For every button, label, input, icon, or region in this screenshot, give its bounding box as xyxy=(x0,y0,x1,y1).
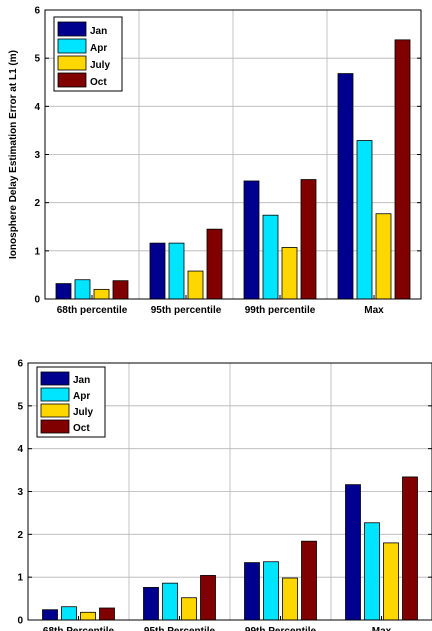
legend-swatch-july xyxy=(57,55,87,71)
chart-top: 0 1 2 3 4 5 6 68th percentile 95th percentile 99t… xyxy=(8,6,422,316)
y-tick-label: 4 xyxy=(34,102,40,113)
x-tick-label: 99th percentile xyxy=(245,305,316,316)
legend-swatch-jan xyxy=(57,21,87,37)
bar-apr-2 xyxy=(262,214,279,300)
bar-oct-1 xyxy=(200,575,216,621)
bar-july-0 xyxy=(80,611,96,621)
bar-apr-1 xyxy=(162,582,178,621)
y-tick-label: 2 xyxy=(17,530,23,541)
bar-july-2 xyxy=(281,247,298,300)
bar-jan-0 xyxy=(55,283,72,300)
bar-apr-1 xyxy=(168,242,185,300)
bar-jan-2 xyxy=(244,562,260,621)
bar-apr-3 xyxy=(364,522,380,621)
bar-apr-0 xyxy=(61,606,77,621)
legend-label-jan: Jan xyxy=(90,26,107,37)
y-tick-label: 4 xyxy=(17,444,23,455)
legend-swatch-apr xyxy=(40,387,70,402)
bar-oct-2 xyxy=(301,540,317,621)
x-tick-label: 99th Percentile xyxy=(245,626,317,631)
y-tick-label: 5 xyxy=(34,54,40,65)
legend-swatch-apr xyxy=(57,38,87,54)
bar-july-2 xyxy=(282,577,298,621)
legend-label-july: July xyxy=(73,407,93,418)
bar-july-1 xyxy=(187,270,204,300)
bar-apr-2 xyxy=(263,561,279,621)
x-tick-label: 68th percentile xyxy=(57,305,128,316)
bar-oct-3 xyxy=(402,476,418,621)
x-tick-label: 95th Percentile xyxy=(144,626,216,631)
bar-jan-2 xyxy=(243,180,260,300)
bar-oct-1 xyxy=(206,228,223,300)
y-tick-label: 6 xyxy=(34,6,40,17)
y-tick-label: 0 xyxy=(34,295,40,306)
y-tick-label: 1 xyxy=(34,246,40,257)
legend: Jan Apr July Oct xyxy=(53,16,123,92)
bar-jan-1 xyxy=(143,587,159,621)
legend: Jan Apr July Oct xyxy=(36,366,106,438)
legend-swatch-oct xyxy=(40,419,70,434)
legend-swatch-oct xyxy=(57,72,87,88)
legend-swatch-july xyxy=(40,403,70,418)
x-tick-label: Max xyxy=(372,626,392,631)
y-axis-label: Ionosphere Delay Estimation Error at L1 … xyxy=(8,50,19,259)
bar-july-3 xyxy=(383,542,399,621)
legend-label-apr: Apr xyxy=(90,43,107,54)
bar-july-1 xyxy=(181,597,197,621)
x-tick-label: Max xyxy=(364,305,384,316)
y-tick-label: 3 xyxy=(17,487,23,498)
legend-label-oct: Oct xyxy=(73,423,90,434)
y-tick-label: 5 xyxy=(17,401,23,412)
y-tick-label: 3 xyxy=(34,150,40,161)
bar-jan-3 xyxy=(345,484,361,621)
legend-label-apr: Apr xyxy=(73,391,90,402)
bar-july-0 xyxy=(93,288,110,300)
bar-jan-3 xyxy=(337,73,354,300)
bar-oct-3 xyxy=(394,39,411,300)
bar-jan-1 xyxy=(149,242,166,300)
bar-oct-0 xyxy=(112,280,129,300)
bar-apr-3 xyxy=(356,140,373,300)
legend-label-jan: Jan xyxy=(73,375,90,386)
legend-swatch-jan xyxy=(40,371,70,386)
y-tick-label: 2 xyxy=(34,198,40,209)
bar-oct-0 xyxy=(99,607,115,621)
y-tick-label: 0 xyxy=(17,616,23,627)
x-tick-label: 68th Percentile xyxy=(43,626,115,631)
y-tick-label: 1 xyxy=(17,573,23,584)
chart-bottom: 0 1 2 3 4 5 6 68th Percentile 95th Percentile 99t… xyxy=(17,359,432,631)
bar-july-3 xyxy=(375,213,392,300)
legend-label-oct: Oct xyxy=(90,77,107,88)
x-tick-label: 95th percentile xyxy=(151,305,222,316)
y-tick-label: 6 xyxy=(17,359,23,370)
bar-apr-0 xyxy=(74,279,91,300)
legend-label-july: July xyxy=(90,60,110,71)
bar-oct-2 xyxy=(300,179,317,300)
bar-jan-0 xyxy=(42,609,58,621)
